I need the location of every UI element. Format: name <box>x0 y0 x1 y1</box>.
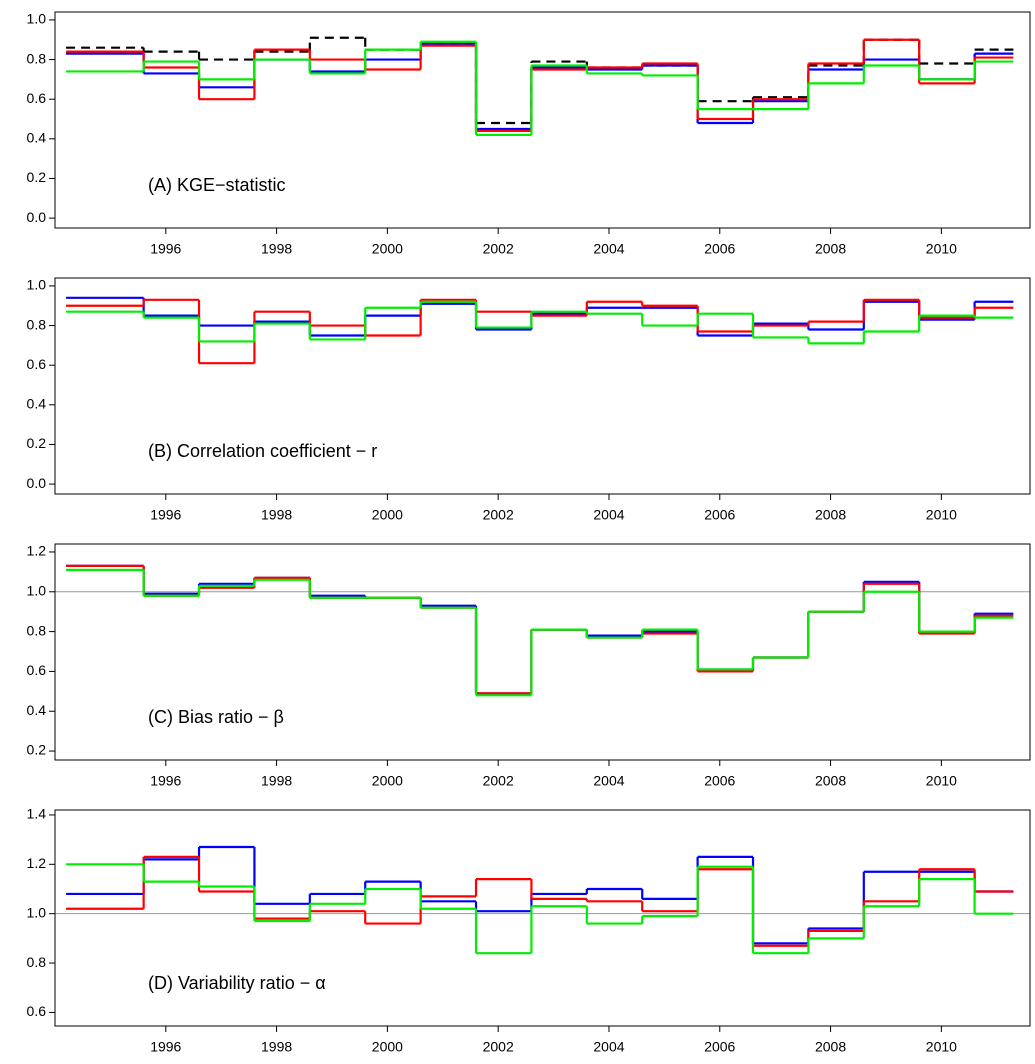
y-tick-label: 1.0 <box>27 582 47 598</box>
x-tick-label: 2004 <box>593 773 624 789</box>
panel-label: (D) Variability ratio − α <box>148 973 326 993</box>
x-tick-label: 2008 <box>815 241 846 257</box>
x-tick-label: 2000 <box>372 1039 403 1055</box>
y-tick-label: 0.4 <box>27 702 47 718</box>
x-tick-label: 2002 <box>483 1039 514 1055</box>
y-tick-label: 0.6 <box>27 662 47 678</box>
x-tick-label: 2006 <box>704 241 735 257</box>
panel-label: (B) Correlation coefficient − r <box>148 441 377 461</box>
y-tick-label: 0.8 <box>27 954 47 970</box>
y-tick-label: 0.8 <box>27 316 47 332</box>
panel-label: (A) KGE−statistic <box>148 175 286 195</box>
y-tick-label: 1.2 <box>27 543 47 559</box>
plot-frame <box>54 809 1031 1027</box>
x-tick-label: 2004 <box>593 507 624 523</box>
x-tick-label: 2006 <box>704 773 735 789</box>
x-tick-label: 2004 <box>593 1039 624 1055</box>
y-tick-label: 1.0 <box>27 277 47 293</box>
plot-frame <box>54 277 1031 495</box>
y-tick-label: 1.2 <box>27 855 47 871</box>
y-tick-label: 1.4 <box>27 806 47 822</box>
y-tick-label: 1.0 <box>27 11 47 27</box>
plot-frame <box>54 11 1031 229</box>
x-tick-label: 2002 <box>483 241 514 257</box>
x-tick-label: 2000 <box>372 773 403 789</box>
x-tick-label: 1998 <box>261 241 292 257</box>
y-tick-label: 0.4 <box>27 130 47 146</box>
y-tick-label: 0.2 <box>27 435 47 451</box>
y-tick-label: 0.8 <box>27 622 47 638</box>
y-tick-label: 0.0 <box>27 475 47 491</box>
plot-frame <box>54 543 1031 761</box>
x-tick-label: 2006 <box>704 1039 735 1055</box>
x-tick-label: 2010 <box>926 507 957 523</box>
y-tick-label: 0.0 <box>27 209 47 225</box>
y-tick-label: 0.6 <box>27 356 47 372</box>
x-tick-label: 1998 <box>261 1039 292 1055</box>
x-tick-label: 1996 <box>150 1039 181 1055</box>
y-tick-label: 0.2 <box>27 742 47 758</box>
x-tick-label: 2008 <box>815 773 846 789</box>
panel-label: (C) Bias ratio − β <box>148 707 284 727</box>
x-tick-label: 2004 <box>593 241 624 257</box>
x-tick-label: 2010 <box>926 241 957 257</box>
x-tick-label: 2006 <box>704 507 735 523</box>
y-tick-label: 0.8 <box>27 50 47 66</box>
x-tick-label: 1996 <box>150 773 181 789</box>
x-tick-label: 2000 <box>372 241 403 257</box>
x-tick-label: 2010 <box>926 773 957 789</box>
y-tick-label: 0.6 <box>27 90 47 106</box>
y-tick-label: 0.2 <box>27 169 47 185</box>
x-tick-label: 1998 <box>261 773 292 789</box>
x-tick-label: 1996 <box>150 507 181 523</box>
x-tick-label: 1998 <box>261 507 292 523</box>
y-tick-label: 0.4 <box>27 396 47 412</box>
x-tick-label: 2000 <box>372 507 403 523</box>
x-tick-label: 2008 <box>815 1039 846 1055</box>
x-tick-label: 2008 <box>815 507 846 523</box>
x-tick-label: 2010 <box>926 1039 957 1055</box>
y-tick-label: 1.0 <box>27 904 47 920</box>
x-tick-label: 2002 <box>483 773 514 789</box>
x-tick-label: 1996 <box>150 241 181 257</box>
y-tick-label: 0.6 <box>27 1003 47 1019</box>
x-tick-label: 2002 <box>483 507 514 523</box>
